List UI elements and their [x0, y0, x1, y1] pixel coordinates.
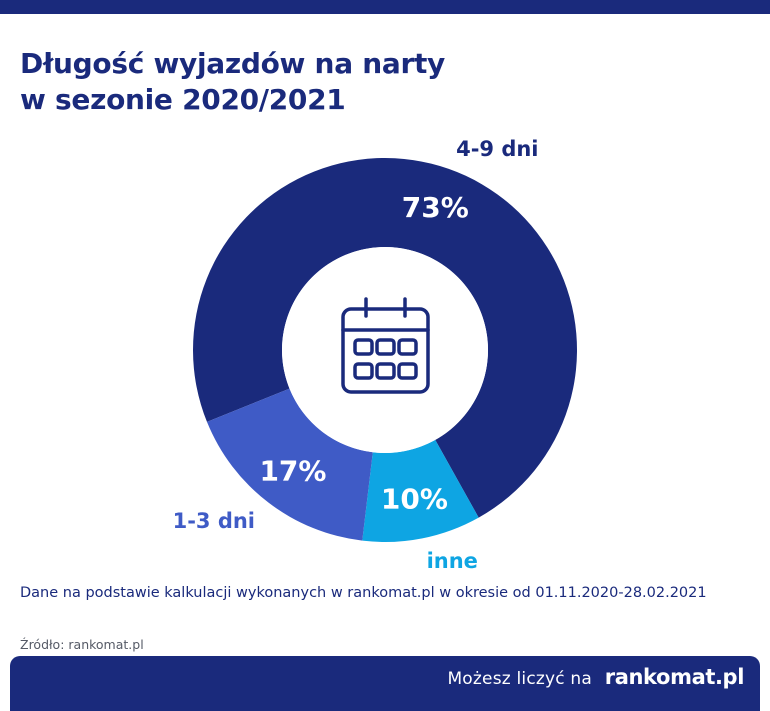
- calendar-icon: [341, 297, 430, 394]
- value-label-1-3-dni: 17%: [259, 454, 326, 487]
- donut-hole: [282, 247, 488, 453]
- category-label-1-3-dni: 1-3 dni: [173, 509, 255, 533]
- chart-title: Długość wyjazdów na narty w sezonie 2020…: [20, 46, 445, 118]
- value-label-inne: 10%: [381, 483, 448, 516]
- chart-title-line-2: w sezonie 2020/2021: [20, 83, 346, 116]
- category-label-4-9-dni: 4-9 dni: [456, 137, 538, 161]
- data-note: Dane na podstawie kalkulacji wykonanych …: [20, 585, 707, 601]
- chart-title-line-1: Długość wyjazdów na narty: [20, 47, 446, 80]
- value-label-4-9-dni: 73%: [402, 191, 469, 224]
- slice-4-9-dni: [192, 158, 577, 518]
- footer-tagline: Możesz liczyć na: [447, 669, 592, 689]
- source-note: Źródło: rankomat.pl: [20, 637, 144, 652]
- donut-chart: 73% 4-9 dni 10% inne 17%1-3 dni: [173, 137, 577, 573]
- top-accent-bar: [0, 0, 770, 14]
- slice-inne: [362, 439, 479, 542]
- category-label-inne: inne: [427, 549, 478, 573]
- rankomat-logo[interactable]: rankomat.pl: [604, 665, 745, 689]
- chart-labels: 73% 4-9 dni 10% inne 17%1-3 dni: [173, 137, 539, 573]
- footer-bar: Możesz liczyć na rankomat.pl: [10, 656, 760, 711]
- slice-1-3-dni: [206, 388, 373, 541]
- donut-slices: [192, 158, 577, 542]
